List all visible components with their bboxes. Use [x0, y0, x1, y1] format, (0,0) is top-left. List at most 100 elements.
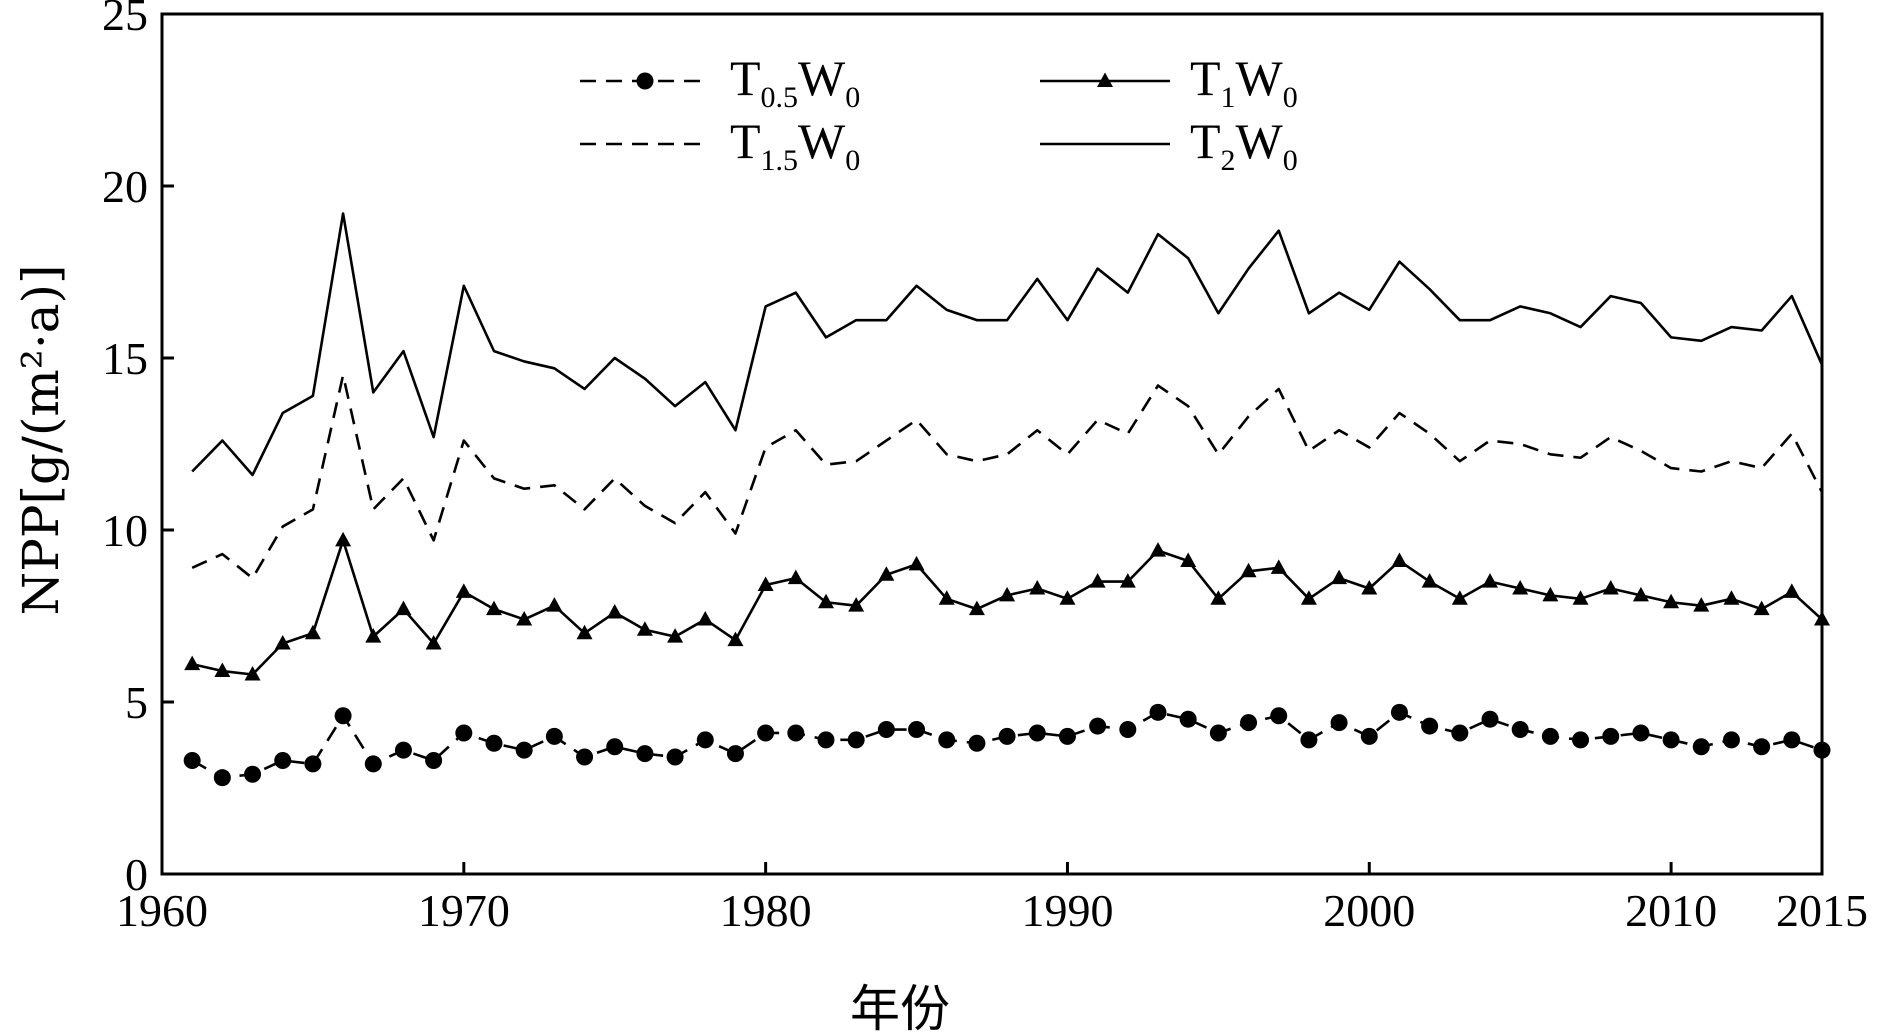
data-point-T1W0: [1814, 610, 1830, 626]
data-point-T1W0: [968, 600, 985, 616]
y-tick-label: 15: [102, 333, 148, 384]
data-point-T0.5W0: [1662, 731, 1680, 749]
data-point-T1W0: [274, 635, 291, 650]
data-point-T1W0: [1482, 573, 1498, 588]
data-point-T0.5W0: [1632, 724, 1650, 742]
data-point-T0.5W0: [244, 765, 262, 783]
legend-label: T1.5W0: [730, 113, 860, 177]
data-point-T1W0: [1723, 590, 1740, 605]
legend-text-part: W: [1236, 50, 1284, 106]
x-tick-label: 2000: [1323, 885, 1415, 936]
data-point-T0.5W0: [726, 745, 744, 763]
data-point-T0.5W0: [334, 707, 352, 725]
data-point-T1W0: [878, 566, 895, 581]
data-point-T1W0: [486, 600, 502, 616]
data-point-T1W0: [1210, 590, 1227, 605]
data-point-T1W0: [938, 590, 955, 605]
data-point-T1W0: [727, 631, 744, 647]
data-point-T0.5W0: [1753, 738, 1771, 756]
data-point-T1W0: [667, 628, 684, 643]
data-point-T1W0: [1391, 552, 1408, 567]
data-point-T0.5W0: [304, 755, 322, 773]
data-point-T0.5W0: [757, 724, 775, 742]
legend-label: T1W0: [1190, 50, 1298, 114]
data-point-T0.5W0: [213, 769, 231, 787]
data-point-T1W0: [1602, 579, 1619, 595]
x-tick-label: 1990: [1021, 885, 1113, 936]
data-point-T1W0: [787, 569, 804, 585]
data-point-T0.5W0: [1451, 724, 1469, 742]
data-point-T1W0: [1753, 600, 1770, 616]
data-point-T1W0: [455, 583, 472, 598]
legend-subscript: 2: [1221, 144, 1236, 177]
legend-label: T2W0: [1190, 113, 1298, 177]
data-point-T0.5W0: [545, 727, 563, 745]
data-point-T1W0: [335, 531, 352, 547]
data-point-T1W0: [697, 610, 714, 626]
data-point-T0.5W0: [1722, 731, 1740, 749]
x-tick-label: 2010: [1625, 885, 1717, 936]
data-point-T1W0: [606, 604, 623, 619]
data-point-T1W0: [1512, 579, 1529, 595]
legend-marker: [1097, 72, 1113, 87]
data-point-T1W0: [304, 624, 321, 640]
data-point-T1W0: [1270, 559, 1287, 574]
legend-marker: [636, 72, 654, 90]
legend-subscript: 0.5: [761, 81, 799, 114]
data-point-T0.5W0: [1028, 724, 1046, 742]
data-point-T1W0: [1361, 579, 1378, 595]
x-tick-label: 1970: [418, 885, 510, 936]
data-point-T0.5W0: [1541, 727, 1559, 745]
data-point-T0.5W0: [1602, 727, 1620, 745]
data-point-T1W0: [516, 610, 533, 626]
series-T1W0: [184, 531, 1830, 681]
data-point-T1W0: [636, 621, 653, 636]
legend-subscript: 0: [845, 81, 860, 114]
legend-text-part: T: [730, 113, 761, 169]
series-T1.5W0: [191, 373, 1824, 580]
data-point-T0.5W0: [183, 751, 201, 769]
data-point-T0.5W0: [1089, 717, 1107, 735]
series-line-T1W0: [191, 539, 1823, 676]
data-point-T0.5W0: [425, 751, 443, 769]
data-point-T0.5W0: [455, 724, 473, 742]
legend-subscript: 1: [1221, 81, 1236, 114]
data-point-T0.5W0: [1209, 724, 1227, 742]
legend-text-part: T: [1190, 113, 1221, 169]
series-T0.5W0: [183, 703, 1831, 787]
data-point-T0.5W0: [1692, 738, 1710, 756]
legend-subscript: 0: [845, 144, 860, 177]
data-point-T0.5W0: [968, 734, 986, 752]
data-point-T1W0: [848, 597, 865, 612]
legend-text-part: W: [798, 50, 846, 106]
y-tick-label: 5: [125, 677, 148, 728]
data-point-T1W0: [1089, 573, 1106, 588]
legend-text-part: T: [730, 50, 761, 106]
data-point-T0.5W0: [877, 721, 895, 739]
y-tick-label: 10: [102, 505, 148, 556]
data-point-T0.5W0: [1179, 710, 1197, 728]
legend-text-part: W: [798, 113, 846, 169]
x-tick-label: 1980: [720, 885, 812, 936]
data-point-T1W0: [576, 624, 593, 640]
data-point-T0.5W0: [1421, 717, 1439, 735]
data-point-T1W0: [1421, 573, 1438, 588]
legend-text-part: W: [1236, 113, 1284, 169]
data-point-T1W0: [1663, 593, 1680, 609]
data-point-T0.5W0: [1783, 731, 1801, 749]
data-point-T1W0: [1632, 586, 1649, 602]
data-point-T0.5W0: [817, 731, 835, 749]
x-tick-label: 2015: [1776, 885, 1868, 936]
data-point-T1W0: [1180, 552, 1197, 567]
y-tick-label: 0: [125, 849, 148, 900]
data-point-T0.5W0: [787, 724, 805, 742]
data-point-T0.5W0: [1300, 731, 1318, 749]
data-point-T0.5W0: [1511, 721, 1529, 739]
series-line-T1.5W0: [191, 373, 1824, 580]
data-point-T1W0: [818, 593, 834, 609]
legend-item-T1W0: T1W0: [1040, 50, 1298, 114]
data-point-T0.5W0: [1058, 727, 1076, 745]
data-point-T1W0: [365, 628, 382, 643]
